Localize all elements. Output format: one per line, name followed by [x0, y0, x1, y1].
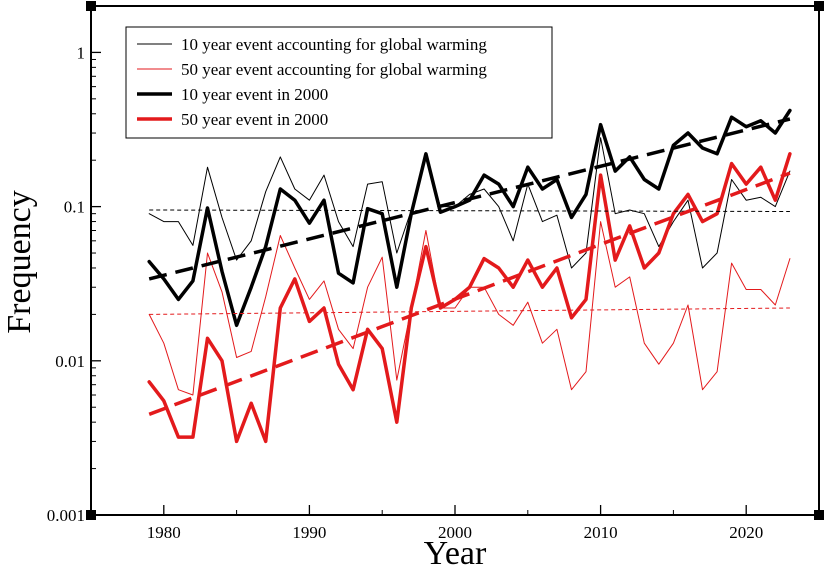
x-tick-label: 2020: [729, 523, 763, 542]
legend-label: 10 year event accounting for global warm…: [181, 35, 487, 54]
x-axis-title: Year: [424, 535, 487, 571]
frame-handle-bottom-left: [86, 510, 96, 520]
frame-handle-top-left: [86, 1, 96, 11]
x-tick-label: 2010: [584, 523, 618, 542]
y-axis-title: Frequency: [1, 190, 38, 334]
series-line-50-year-event-in-2000-trend: [148, 171, 791, 416]
x-tick-label: 1980: [147, 523, 181, 542]
plot-lines: [147, 108, 792, 444]
series-line-10-year-event-accounting-for-global-warming-mean: [149, 209, 790, 212]
legend-label: 50 year event in 2000: [181, 110, 328, 129]
y-tick-label: 0.001: [47, 506, 85, 525]
series-line-10-year-event-in-2000-trend: [148, 117, 791, 281]
frame-handle-bottom-right: [814, 510, 824, 520]
legend: 10 year event accounting for global warm…: [125, 26, 553, 139]
frame-handle-top-right: [814, 1, 824, 11]
x-tick-label: 2000: [438, 523, 472, 542]
x-tick-label: 1990: [292, 523, 326, 542]
tick-labels: 1980 1990 2000 2010 2020 0.001 0.01 0.1 1: [47, 43, 763, 542]
y-tick-label: 0.01: [55, 352, 85, 371]
series-line-50-year-event-accounting-for-global-warming-mean: [149, 307, 790, 315]
y-tick-label: 0.1: [64, 198, 85, 217]
plot-frame: [90, 5, 820, 516]
legend-box: [125, 26, 553, 139]
series-line-10-year-event-accounting-for-global-warming: [148, 137, 791, 269]
y-tick-label: 1: [77, 43, 86, 62]
series-line-50-year-event-in-2000: [147, 152, 792, 444]
legend-label: 50 year event accounting for global warm…: [181, 60, 487, 79]
legend-label: 10 year event in 2000: [181, 85, 328, 104]
